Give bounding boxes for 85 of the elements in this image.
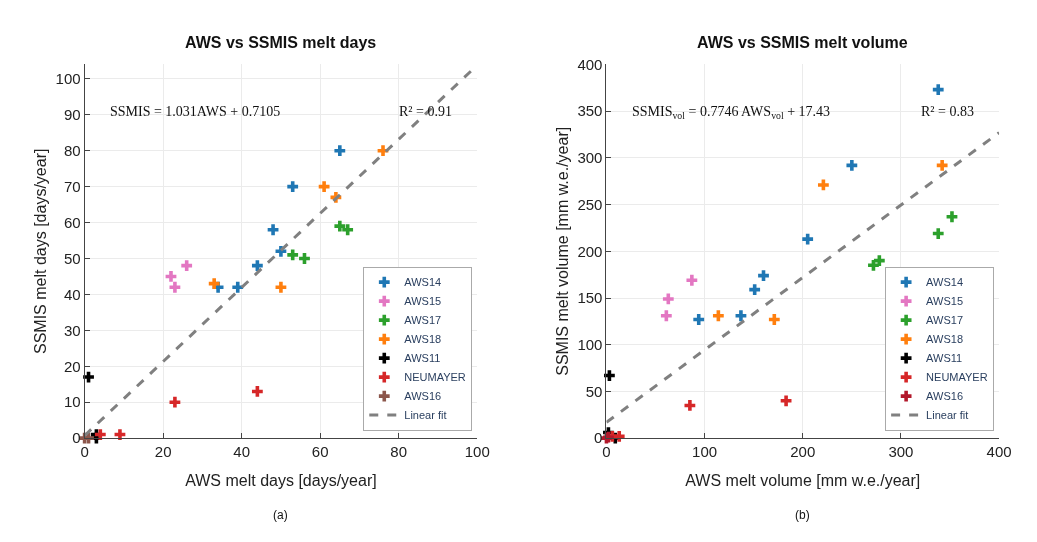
x-tick-label: 60 <box>311 443 329 461</box>
legend-label: AWS17 <box>926 314 964 327</box>
annotation: R² = 0.91 <box>399 104 452 119</box>
y-tick-label: 80 <box>63 141 81 159</box>
legend-label: AWS16 <box>926 390 964 403</box>
point <box>342 224 354 236</box>
annotation: SSMIS = 1.031AWS + 0.7105 <box>110 104 281 119</box>
chart-title: AWS vs SSMIS melt volume <box>697 34 908 51</box>
point <box>287 181 299 193</box>
point <box>802 233 814 245</box>
point <box>169 281 181 293</box>
legend-label: AWS14 <box>926 276 964 289</box>
point <box>684 400 696 411</box>
point <box>169 396 181 408</box>
annotation: SSMIS$_{vol}$ = 0.7746 AWS$_{vol}$ + 17.43 <box>632 104 831 121</box>
legend-label: AWS16 <box>404 390 442 403</box>
y-tick-label: 400 <box>577 55 603 73</box>
y-tick-label: 40 <box>63 285 81 303</box>
point <box>946 211 958 223</box>
x-tick-label: 400 <box>986 443 1012 461</box>
legend-label: Linear fit <box>926 409 969 422</box>
y-tick-label: 100 <box>55 70 81 88</box>
x-tick-label: 300 <box>888 443 914 461</box>
x-axis-title: AWS melt volume [mm w.e./year] <box>685 471 921 489</box>
x-tick-label: 20 <box>154 443 172 461</box>
y-tick-label: 0 <box>72 429 81 447</box>
chart-title: AWS vs SSMIS melt days <box>185 34 377 51</box>
y-tick-label: 50 <box>63 249 81 267</box>
text: (a) <box>273 508 288 522</box>
text: (b) <box>795 508 810 522</box>
point <box>232 281 244 293</box>
point <box>936 159 948 171</box>
point <box>735 310 747 322</box>
point <box>318 181 330 193</box>
point <box>693 314 705 325</box>
x-tick-label: 100 <box>692 443 718 461</box>
point <box>165 271 177 282</box>
y-tick-label: 10 <box>63 393 81 411</box>
legend-label: AWS18 <box>404 333 442 346</box>
y-tick-label: 150 <box>577 289 603 307</box>
point <box>932 228 944 239</box>
point <box>780 395 792 407</box>
y-tick-label: 250 <box>577 195 603 213</box>
point <box>208 278 220 290</box>
legend-label: AWS15 <box>926 295 964 308</box>
y-tick-label: 100 <box>577 335 603 353</box>
legend-label: AWS14 <box>404 276 442 289</box>
legend-label: AWS15 <box>404 295 442 308</box>
annotation: R² = 0.83 <box>921 104 974 119</box>
x-tick-label: 100 <box>464 443 490 461</box>
legend-label: AWS11 <box>404 352 441 365</box>
point <box>686 274 698 286</box>
point <box>846 159 858 171</box>
y-axis-title: SSMIS melt days [days/year] <box>32 148 50 354</box>
legend-label: NEUMAYER <box>926 371 988 384</box>
point <box>817 179 829 191</box>
y-tick-label: 30 <box>63 321 81 339</box>
point <box>275 281 287 293</box>
legend-label: AWS11 <box>926 352 963 365</box>
y-tick-label: 90 <box>63 106 81 124</box>
y-tick-label: 50 <box>585 382 603 400</box>
x-axis-title: AWS melt days [days/year] <box>185 471 377 489</box>
point <box>334 220 346 232</box>
point <box>334 145 346 157</box>
legend-label: NEUMAYER <box>404 371 466 384</box>
point <box>287 249 299 261</box>
y-axis-title: SSMIS melt volume [mm w.e./year] <box>554 126 572 376</box>
point <box>932 84 944 96</box>
legend-label: AWS18 <box>926 333 964 346</box>
y-tick-label: 20 <box>63 357 81 375</box>
point <box>662 293 674 305</box>
legend-label: Linear fit <box>404 409 447 422</box>
y-tick-label: 70 <box>63 177 81 195</box>
y-tick-label: 0 <box>594 429 603 447</box>
point <box>712 310 724 322</box>
x-tick-label: 40 <box>233 443 250 461</box>
y-tick-label: 350 <box>577 102 603 120</box>
legend-label: AWS17 <box>404 314 442 327</box>
point <box>660 310 672 322</box>
y-tick-label: 300 <box>577 149 603 167</box>
x-tick-label: 80 <box>390 443 408 461</box>
x-tick-label: 200 <box>790 443 816 461</box>
y-tick-label: 60 <box>63 213 81 231</box>
y-tick-label: 200 <box>577 242 603 260</box>
point <box>267 224 279 236</box>
